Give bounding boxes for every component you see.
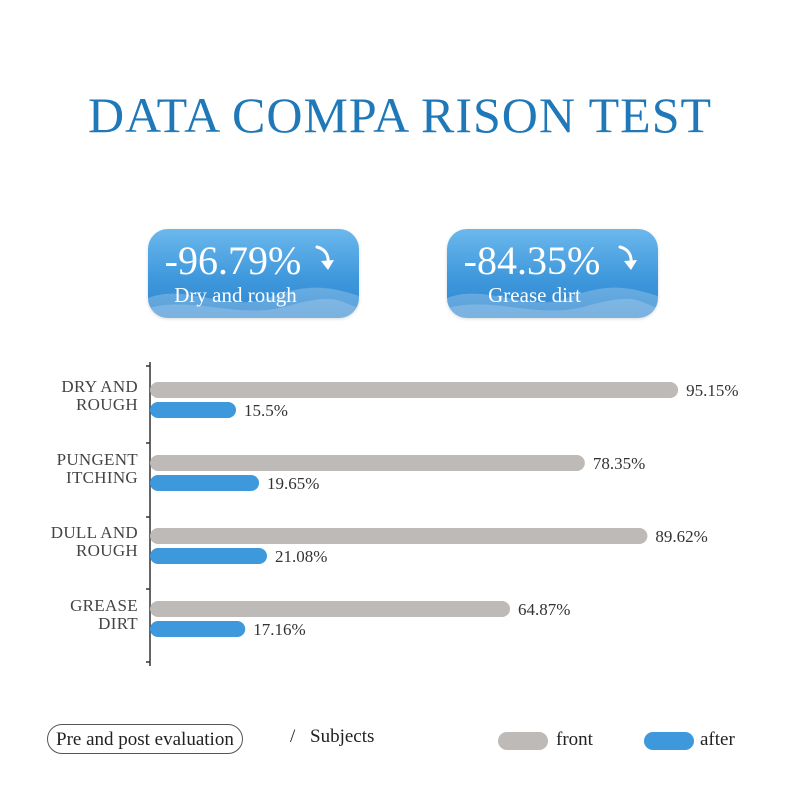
legend-swatch-after [644,732,694,750]
data-label-front-0: 95.15% [686,381,738,400]
arrow-down-icon [315,245,334,270]
wave-decoration [447,287,658,318]
data-label-after-0: 15.5% [244,401,288,420]
grease-dirt-reduction-badge: -84.35% Grease dirt [447,229,658,318]
bar-front-2 [150,528,648,544]
bar-front-3 [150,601,511,617]
data-label-after-3: 17.16% [253,620,305,639]
legend-label-after: after [700,729,735,750]
category-label-line: GREASE [70,596,138,615]
category-label-line: ROUGH [76,395,138,414]
dry-rough-reduction-label: Dry and rough [174,283,297,307]
bar-after-3 [150,621,246,637]
dry-rough-reduction-badge: -96.79% Dry and rough [148,229,359,318]
category-label-line: ROUGH [76,541,138,560]
category-label-3: GREASE DIRT [6,597,138,633]
data-label-after-1: 19.65% [267,474,319,493]
category-label-line: DRY AND [61,377,138,396]
legend-separator: / [290,726,296,747]
data-label-front-2: 89.62% [655,527,707,546]
wave-decoration [148,287,359,318]
category-label-line: PUNGENT [56,450,138,469]
legend-label-front: front [556,729,593,750]
dry-rough-reduction-value: -96.79% [164,238,302,283]
category-label-line: ITCHING [66,468,138,487]
category-label-line: DULL AND [50,523,138,542]
data-label-after-2: 21.08% [275,547,327,566]
subjects-label: Subjects [310,726,375,747]
bar-after-2 [150,548,267,564]
bar-after-0 [150,402,237,418]
bar-after-1 [150,475,260,491]
bar-front-0 [150,382,679,398]
category-label-line: DIRT [98,614,138,633]
data-label-front-3: 64.87% [518,600,570,619]
grease-dirt-reduction-value: -84.35% [463,238,601,283]
category-label-2: DULL AND ROUGH [6,524,138,560]
arrow-down-icon [618,245,637,270]
bar-front-1 [150,455,585,471]
data-label-front-1: 78.35% [593,454,645,473]
category-label-1: PUNGENT ITCHING [6,451,138,487]
evaluation-label: Pre and post evaluation [47,724,243,754]
legend-swatch-front [498,732,548,750]
grease-dirt-reduction-label: Grease dirt [488,283,581,307]
chart-title: DATA COMPA RISON TEST [87,87,713,143]
category-label-0: DRY AND ROUGH [6,378,138,414]
